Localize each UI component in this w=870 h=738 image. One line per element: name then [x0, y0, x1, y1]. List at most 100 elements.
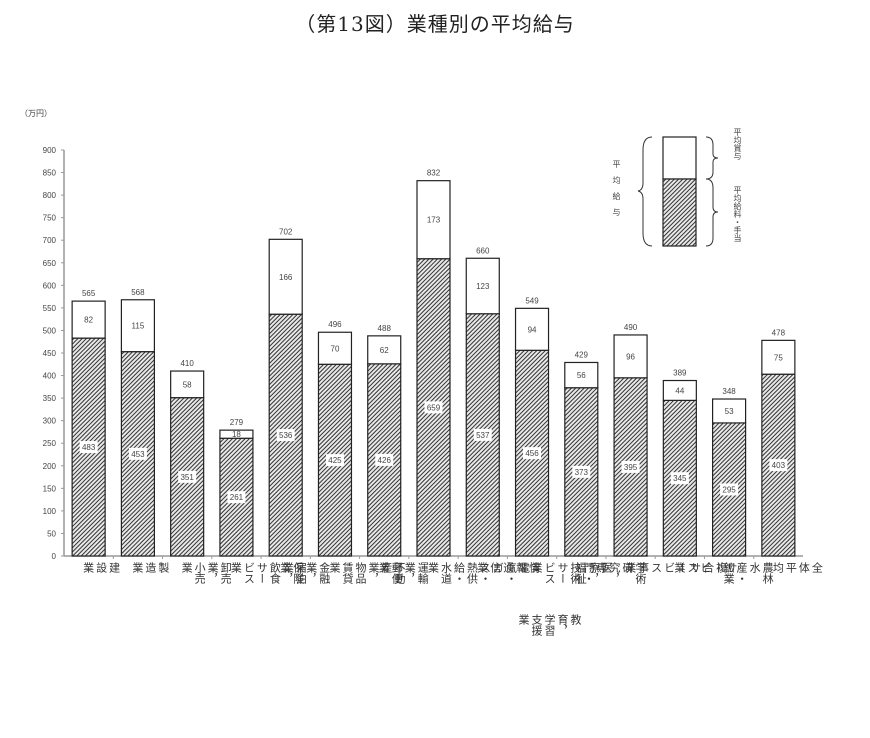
salary-value-label: 426	[378, 456, 392, 465]
bar-segment-bonus	[711, 398, 747, 424]
bar-segment-bonus	[170, 370, 205, 399]
bar-segment-bonus	[564, 361, 599, 389]
bar-segment-bonus	[219, 429, 254, 439]
salary-value-label: 403	[772, 461, 786, 470]
bar-6: 496 70 425	[317, 320, 353, 557]
salary-value-label: 659	[427, 403, 441, 412]
bonus-value-label: 56	[577, 371, 586, 380]
y-tick-label: 900	[43, 146, 57, 155]
total-value-label: 410	[180, 359, 194, 368]
bonus-value-label: 123	[476, 282, 490, 291]
bar-7: 488 62 426	[367, 324, 402, 557]
bar-segment-bonus	[465, 257, 500, 315]
legend-brace-total	[637, 136, 653, 247]
bars-group: 565 82 483 568 115 453 410 58 351 279 18 261 702 166 5…	[71, 169, 796, 557]
y-tick-label: 250	[43, 439, 57, 448]
bonus-value-label: 53	[725, 407, 734, 416]
total-value-label: 496	[328, 320, 342, 329]
y-tick-label: 600	[43, 281, 57, 290]
total-value-label: 429	[575, 350, 589, 359]
bar-segment-bonus	[416, 180, 451, 260]
bar-12: 490 96 395	[613, 323, 648, 557]
salary-value-label: 261	[230, 493, 244, 502]
bar-segment-bonus	[761, 339, 796, 375]
bar-segment-bonus	[71, 300, 106, 339]
bonus-value-label: 18	[232, 430, 241, 439]
y-tick-label: 200	[43, 462, 57, 471]
bar-segment-bonus	[120, 299, 156, 353]
bar-1: 565 82 483	[71, 289, 106, 557]
bar-11: 429 56 373	[564, 350, 599, 557]
y-tick-label: 100	[43, 507, 57, 516]
legend-brace-salary	[705, 178, 719, 247]
y-tick-label: 800	[43, 191, 57, 200]
bonus-value-label: 115	[132, 322, 145, 331]
salary-value-label: 425	[328, 456, 342, 465]
y-tick-label: 400	[43, 372, 57, 381]
bar-segment-bonus	[514, 307, 550, 351]
bar-segment-bonus	[317, 331, 353, 365]
y-tick-label: 700	[43, 236, 57, 245]
total-value-label: 478	[772, 328, 786, 337]
bonus-value-label: 44	[675, 386, 684, 395]
salary-value-label: 537	[476, 431, 490, 440]
bar-13: 389 44 345	[662, 369, 697, 557]
bar-15: 478 75 403	[761, 328, 796, 557]
y-tick-label: 300	[43, 417, 57, 426]
legend-brace-bonus	[705, 136, 719, 180]
bonus-value-label: 62	[380, 346, 389, 355]
bar-8: 832 173 659	[416, 169, 451, 557]
legend-swatch-salary	[662, 178, 697, 247]
bar-segment-bonus	[268, 238, 303, 315]
chart-title: （第13図）業種別の平均給与	[295, 12, 575, 36]
y-tick-label: 850	[43, 169, 57, 178]
y-tick-label: 350	[43, 394, 57, 403]
total-value-label: 348	[722, 387, 736, 396]
total-value-label: 832	[427, 169, 441, 178]
bonus-value-label: 96	[626, 352, 635, 361]
total-value-label: 490	[624, 323, 638, 332]
bonus-value-label: 173	[427, 216, 441, 225]
bonus-value-label: 70	[331, 344, 340, 353]
bar-segment-bonus	[662, 379, 697, 401]
salary-value-label: 395	[624, 463, 638, 472]
y-tick-label: 150	[43, 484, 57, 493]
bar-segment-bonus	[613, 334, 648, 379]
bar-3: 410 58 351	[170, 359, 205, 557]
y-tick-label: 650	[43, 259, 57, 268]
bonus-value-label: 82	[84, 316, 93, 325]
total-value-label: 279	[230, 418, 244, 427]
bar-9: 660 123 537	[465, 246, 500, 557]
total-value-label: 660	[476, 246, 490, 255]
bar-10: 549 94 456	[514, 296, 550, 557]
legend-swatch-bonus	[662, 136, 697, 180]
salary-value-label: 536	[279, 431, 293, 440]
total-value-label: 702	[279, 227, 293, 236]
y-tick-label: 50	[47, 529, 56, 538]
bar-5: 702 166 536	[268, 227, 303, 557]
y-tick-label: 0	[52, 552, 57, 561]
y-tick-label: 750	[43, 214, 57, 223]
y-tick-label: 500	[43, 326, 57, 335]
salary-value-label: 351	[180, 473, 194, 482]
salary-value-label: 345	[673, 474, 687, 483]
bar-4: 279 18 261	[219, 418, 254, 557]
total-value-label: 549	[525, 296, 539, 305]
total-value-label: 565	[82, 289, 96, 298]
total-value-label: 389	[673, 369, 687, 378]
bonus-value-label: 75	[774, 353, 783, 362]
bar-14: 348 53 295	[711, 387, 747, 557]
legend-label-total: 平均給与	[612, 160, 621, 224]
legend-label-salary: 平均給料・手当	[733, 186, 742, 242]
y-tick-label: 450	[43, 349, 57, 358]
total-value-label: 488	[378, 324, 392, 333]
total-value-label: 568	[131, 288, 145, 297]
y-axis-unit-label: （万円）	[20, 109, 52, 118]
bonus-value-label: 58	[183, 380, 192, 389]
legend-label-bonus: 平均賞与	[733, 128, 742, 160]
salary-value-label: 295	[722, 485, 736, 494]
salary-value-label: 483	[82, 443, 96, 452]
salary-value-label: 453	[131, 450, 145, 459]
y-tick-label: 550	[43, 304, 57, 313]
